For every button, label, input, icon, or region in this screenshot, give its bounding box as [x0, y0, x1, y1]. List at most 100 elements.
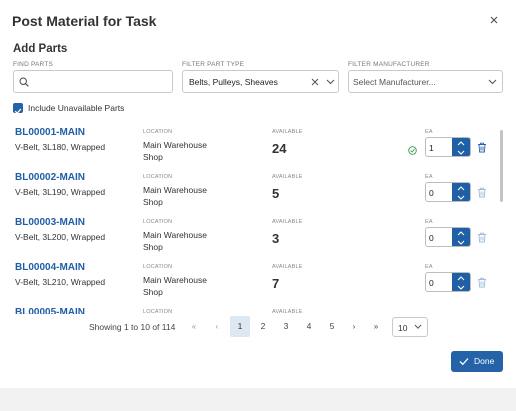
post-material-dialog: Post Material for Task Add Parts FIND PA… [0, 0, 516, 388]
ea-label: EA [425, 264, 433, 270]
location-line: Shop [143, 287, 163, 297]
page-button-4[interactable]: 4 [306, 321, 312, 331]
parts-list: BL00001-MAIN V-Belt, 3L180, Wrapped LOCA… [0, 122, 504, 314]
chevron-down-icon[interactable] [457, 240, 465, 245]
location-line: Shop [143, 242, 163, 252]
close-icon[interactable] [487, 13, 501, 27]
list-scrollbar[interactable] [500, 130, 503, 202]
quantity-stepper[interactable]: 0 [425, 272, 471, 292]
chevron-down-icon [414, 324, 422, 329]
find-parts-input[interactable] [13, 70, 173, 93]
part-type-value: Belts, Pulleys, Sheaves [189, 77, 278, 87]
available-count: 5 [272, 186, 280, 201]
page-button-3[interactable]: 3 [283, 321, 289, 331]
pagination-info: Showing 1 to 10 of 114 [89, 322, 176, 332]
manufacturer-placeholder: Select Manufacturer... [353, 77, 436, 87]
location-label: LOCATION [143, 264, 173, 270]
location-line: Main Warehouse [143, 230, 207, 240]
quantity-spinner[interactable] [452, 138, 470, 156]
chevron-down-icon[interactable] [457, 195, 465, 200]
include-unavailable-label: Include Unavailable Parts [28, 103, 125, 113]
trash-icon[interactable] [477, 142, 487, 153]
ea-label: EA [425, 174, 433, 180]
part-id-link[interactable]: BL00001-MAIN [15, 127, 86, 138]
trash-icon[interactable] [477, 232, 487, 243]
available-count: 3 [272, 231, 280, 246]
part-location: Main Warehouse Shop [143, 139, 223, 163]
include-unavailable-checkbox[interactable] [13, 103, 23, 115]
part-location: Main Warehouse Shop [143, 184, 223, 208]
trash-icon[interactable] [477, 277, 487, 288]
part-row: BL00001-MAIN V-Belt, 3L180, Wrapped LOCA… [0, 122, 504, 167]
location-line: Main Warehouse [143, 185, 207, 195]
part-id-link[interactable]: BL00003-MAIN [15, 217, 86, 228]
location-label: LOCATION [143, 309, 173, 314]
part-type-label: FILTER PART TYPE [182, 61, 245, 68]
part-description: V-Belt, 3L180, Wrapped [15, 142, 106, 152]
quantity-spinner[interactable] [452, 273, 470, 291]
ea-label: EA [425, 219, 433, 225]
quantity-stepper[interactable]: 0 [425, 182, 471, 202]
checkmark-icon [14, 108, 22, 115]
part-id-link[interactable]: BL00002-MAIN [15, 172, 86, 183]
added-check-icon [408, 146, 417, 155]
available-label: AVAILABLE [272, 129, 303, 135]
section-title: Add Parts [13, 43, 68, 55]
available-label: AVAILABLE [272, 264, 303, 270]
part-description: V-Belt, 3L210, Wrapped [15, 277, 106, 287]
chevron-up-icon[interactable] [457, 141, 465, 146]
first-page-button[interactable]: « [191, 322, 197, 331]
part-type-select[interactable]: Belts, Pulleys, Sheaves [182, 70, 339, 93]
part-description: V-Belt, 3L200, Wrapped [15, 232, 106, 242]
last-page-button[interactable]: » [373, 322, 379, 331]
check-icon [459, 358, 469, 366]
chevron-down-icon[interactable] [457, 150, 465, 155]
location-label: LOCATION [143, 174, 173, 180]
page-button-2[interactable]: 2 [260, 321, 266, 331]
chevron-up-icon[interactable] [457, 231, 465, 236]
location-line: Shop [143, 197, 163, 207]
quantity-stepper[interactable]: 1 [425, 137, 471, 157]
part-id-link[interactable]: BL00004-MAIN [15, 262, 86, 273]
quantity-value: 1 [429, 143, 434, 153]
chevron-down-icon[interactable] [457, 285, 465, 290]
location-label: LOCATION [143, 219, 173, 225]
manufacturer-select[interactable]: Select Manufacturer... [348, 70, 503, 93]
location-line: Main Warehouse [143, 275, 207, 285]
quantity-spinner[interactable] [452, 183, 470, 201]
quantity-stepper[interactable]: 0 [425, 227, 471, 247]
available-count: 7 [272, 276, 280, 291]
trash-icon[interactable] [477, 187, 487, 198]
find-parts-label: FIND PARTS [13, 61, 54, 68]
part-id-link[interactable]: BL00005-MAIN [15, 307, 86, 314]
ea-label: EA [425, 129, 433, 135]
part-row: BL00002-MAIN V-Belt, 3L190, Wrapped LOCA… [0, 167, 504, 212]
done-button[interactable]: Done [451, 351, 503, 372]
page-button-1[interactable]: 1 [230, 316, 250, 337]
quantity-value: 0 [429, 233, 434, 243]
page-button-5[interactable]: 5 [329, 321, 335, 331]
part-location: Main Warehouse Shop [143, 229, 223, 253]
available-label: AVAILABLE [272, 219, 303, 225]
next-page-button[interactable]: › [352, 322, 356, 331]
chevron-up-icon[interactable] [457, 186, 465, 191]
part-row: BL00003-MAIN V-Belt, 3L200, Wrapped LOCA… [0, 212, 504, 257]
clear-icon[interactable] [311, 78, 319, 86]
search-icon [19, 77, 29, 87]
part-row: BL00005-MAIN LOCATION AVAILABLE [0, 302, 504, 314]
part-description: V-Belt, 3L190, Wrapped [15, 187, 106, 197]
available-count: 24 [272, 141, 287, 156]
chevron-up-icon[interactable] [457, 276, 465, 281]
location-label: LOCATION [143, 129, 173, 135]
quantity-spinner[interactable] [452, 228, 470, 246]
chevron-down-icon [488, 79, 497, 85]
page-size-select[interactable]: 10 [392, 317, 428, 337]
chevron-down-icon [326, 79, 335, 85]
dialog-title: Post Material for Task [12, 13, 157, 29]
done-label: Done [474, 356, 495, 366]
manufacturer-label: FILTER MANUFACTURER [348, 61, 430, 68]
quantity-value: 0 [429, 278, 434, 288]
location-line: Main Warehouse [143, 140, 207, 150]
part-location: Main Warehouse Shop [143, 274, 223, 298]
prev-page-button[interactable]: ‹ [215, 322, 219, 331]
